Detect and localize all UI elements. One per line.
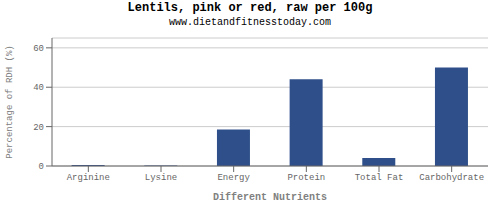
svg-text:0: 0 xyxy=(39,162,44,172)
svg-text:60: 60 xyxy=(33,44,44,54)
html-text:Lentils, pink or red, raw per: Lentils, pink or red, raw per 100g xyxy=(127,1,373,15)
svg-text:Total Fat: Total Fat xyxy=(355,173,404,183)
svg-text:40: 40 xyxy=(33,83,44,93)
svg-text:20: 20 xyxy=(33,123,44,133)
svg-text:Percentage of RDH (%): Percentage of RDH (%) xyxy=(5,45,15,158)
svg-text:Arginine: Arginine xyxy=(67,173,110,183)
svg-text:Energy: Energy xyxy=(217,173,250,183)
svg-text:Protein: Protein xyxy=(287,173,325,183)
svg-text:Lysine: Lysine xyxy=(145,173,177,183)
html-text:www.dietandfitnesstoday.com: www.dietandfitnesstoday.com xyxy=(169,17,331,28)
svg-text:Carbohydrate: Carbohydrate xyxy=(419,173,484,183)
svg-text:Different Nutrients: Different Nutrients xyxy=(213,192,327,200)
